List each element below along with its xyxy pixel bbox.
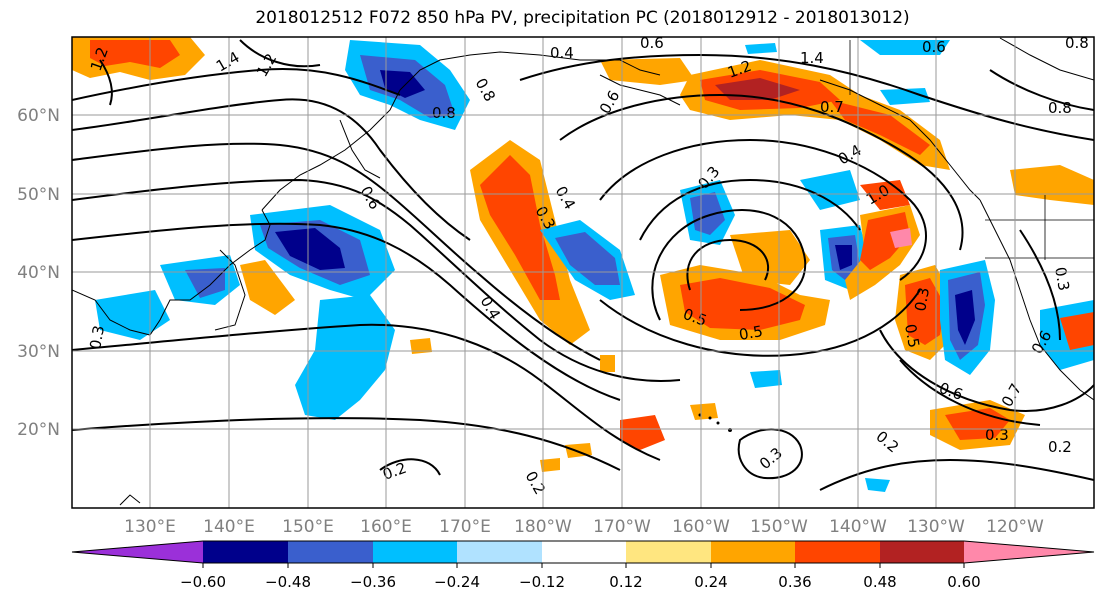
contour-label: 0.5 (738, 322, 765, 344)
lat-label-50n: 50°N (17, 185, 60, 205)
coastlines (72, 37, 1094, 506)
contour-label: 0.8 (1065, 34, 1089, 52)
map-title: 2018012512 F072 850 hPa PV, precipitatio… (255, 8, 910, 28)
colorbar-swatch (964, 541, 1094, 563)
colorbar-swatch (288, 541, 373, 563)
colorbar-swatch (626, 541, 711, 563)
contour-label: 0.2 (1048, 438, 1072, 456)
colorbar-tick-label: −0.60 (180, 573, 226, 591)
colorbar-tick-label: −0.12 (519, 573, 565, 591)
colorbar-swatch (457, 541, 542, 563)
lon-label: 170°E (439, 517, 491, 537)
map-frame (71, 36, 1095, 509)
lon-label: 180°W (514, 517, 572, 537)
colorbar-tick-labels: −0.60 −0.48 −0.36 −0.24 −0.12 0.12 0.24 … (180, 573, 981, 591)
colorbar-swatch (795, 541, 880, 563)
lon-label: 170°W (593, 517, 651, 537)
contour-label: 0.6 (922, 38, 946, 56)
colorbar-tick-label: −0.24 (434, 573, 480, 591)
lon-label: 160°E (360, 517, 412, 537)
colorbar-tick-label: 0.60 (947, 573, 980, 591)
contour-label: 0.8 (432, 104, 456, 122)
contour-label: 0.8 (1048, 99, 1072, 117)
political-boundaries (849, 40, 1094, 260)
contour-label: 0.3 (86, 324, 108, 351)
longitude-labels: 130°E 140°E 150°E 160°E 170°E 180°W 170°… (124, 517, 1044, 537)
colorbar-swatch (373, 541, 457, 563)
colorbar-swatch (72, 541, 203, 563)
contour-label: 0.4 (550, 44, 574, 62)
contour-label: 0.6 (640, 34, 664, 52)
lat-label-30n: 30°N (17, 342, 60, 362)
colorbar-tick-label: −0.48 (265, 573, 311, 591)
colorbar-tick-label: 0.48 (863, 573, 896, 591)
contour-label: 0.7 (820, 98, 844, 116)
lon-label: 150°E (282, 517, 334, 537)
contour-label: 1.4 (800, 49, 824, 67)
contour-label: 0.5 (901, 323, 923, 350)
colorbar-tick-label: 0.12 (609, 573, 642, 591)
lon-label: 150°W (750, 517, 808, 537)
colorbar-ticks (202, 563, 965, 568)
lon-label: 140°E (203, 517, 255, 537)
graticule (72, 37, 1094, 508)
colorbar-tick-label: −0.36 (350, 573, 396, 591)
colorbar-tick-label: 0.36 (778, 573, 811, 591)
colorbar-swatch (711, 541, 795, 563)
contour-label: 0.3 (985, 426, 1009, 444)
lat-label-20n: 20°N (17, 420, 60, 440)
colorbar-swatch (542, 541, 626, 563)
lon-label: 130°E (124, 517, 176, 537)
contour-label: 0.3 (911, 286, 933, 313)
lat-label-40n: 40°N (17, 263, 60, 283)
colorbar: −0.60 −0.48 −0.36 −0.24 −0.12 0.12 0.24 … (71, 540, 1095, 591)
colorbar-tick-label: 0.24 (694, 573, 727, 591)
lat-label-60n: 60°N (17, 106, 60, 126)
latitude-labels: 60°N 50°N 40°N 30°N 20°N (17, 106, 60, 440)
lon-label: 130°W (907, 517, 965, 537)
lon-label: 160°W (672, 517, 730, 537)
colorbar-swatch (880, 541, 964, 563)
colorbar-swatch (203, 541, 288, 563)
lon-label: 120°W (986, 517, 1044, 537)
lon-label: 140°W (829, 517, 887, 537)
